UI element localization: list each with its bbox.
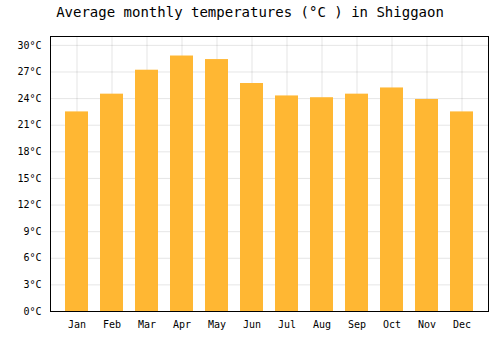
- svg-text:Apr: Apr: [173, 319, 191, 330]
- svg-text:27°C: 27°C: [17, 66, 41, 77]
- svg-text:Sep: Sep: [348, 319, 366, 330]
- svg-text:24°C: 24°C: [17, 93, 41, 104]
- svg-text:18°C: 18°C: [17, 146, 41, 157]
- svg-text:Jan: Jan: [68, 319, 86, 330]
- svg-text:Jul: Jul: [278, 319, 296, 330]
- svg-text:21°C: 21°C: [17, 119, 41, 130]
- svg-text:Jun: Jun: [243, 319, 261, 330]
- svg-text:Nov: Nov: [418, 319, 436, 330]
- svg-text:Aug: Aug: [313, 319, 331, 330]
- svg-text:May: May: [208, 319, 226, 330]
- svg-text:12°C: 12°C: [17, 199, 41, 210]
- svg-text:Feb: Feb: [103, 319, 121, 330]
- svg-text:30°C: 30°C: [17, 40, 41, 51]
- svg-text:15°C: 15°C: [17, 173, 41, 184]
- html-text:Average monthly temperatures (: Average monthly temperatures (°C ) in Sh…: [56, 4, 444, 20]
- svg-text:9°C: 9°C: [23, 226, 41, 237]
- svg-text:Dec: Dec: [453, 319, 471, 330]
- svg-text:Mar: Mar: [138, 319, 156, 330]
- svg-text:6°C: 6°C: [23, 252, 41, 263]
- svg-text:0°C: 0°C: [23, 306, 41, 317]
- svg-text:3°C: 3°C: [23, 279, 41, 290]
- svg-text:Oct: Oct: [383, 319, 401, 330]
